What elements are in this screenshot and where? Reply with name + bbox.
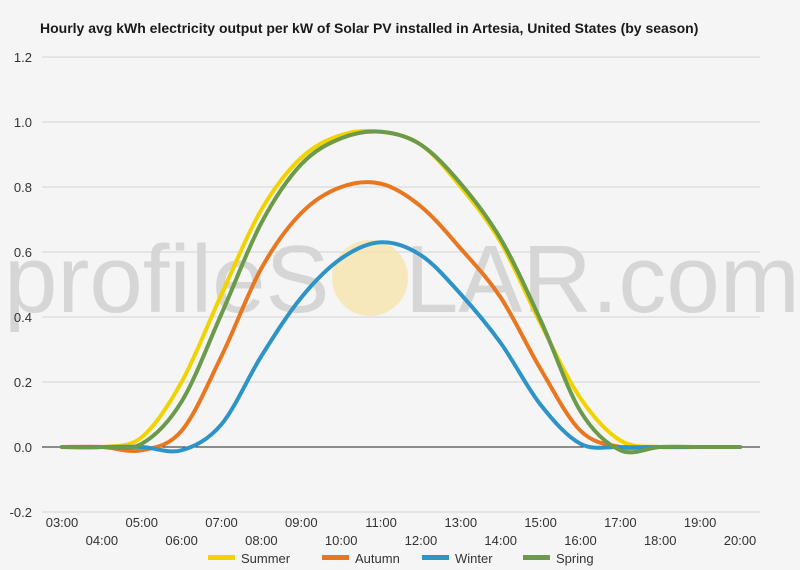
sun-logo-icon (332, 240, 408, 316)
legend-swatch (523, 555, 550, 560)
legend-label: Autumn (355, 551, 400, 566)
x-tick-label: 10:00 (325, 533, 358, 548)
y-tick-label: 0.4 (14, 310, 32, 325)
watermark-text-left: profileS (4, 226, 330, 333)
watermark-text-right: LAR.com (405, 226, 800, 333)
y-tick-label: -0.2 (10, 505, 32, 520)
watermark: profileS LAR.com (4, 226, 800, 333)
x-tick-label: 14:00 (484, 533, 517, 548)
y-tick-label: 0.0 (14, 440, 32, 455)
x-axis: 03:00 04:00 05:00 06:00 07:00 08:00 09:00 10:00… (46, 515, 757, 548)
legend-swatch (208, 555, 235, 560)
legend-item-summer: Summer (208, 551, 291, 566)
x-tick-label: 19:00 (684, 515, 717, 530)
legend-label: Winter (455, 551, 493, 566)
x-tick-label: 12:00 (405, 533, 438, 548)
series-line-winter (60, 240, 742, 454)
series-line-spring (60, 129, 742, 455)
legend: Summer Autumn Winter Spring (208, 551, 594, 566)
x-tick-label: 08:00 (245, 533, 278, 548)
x-tick-label: 16:00 (564, 533, 597, 548)
x-tick-label: 20:00 (724, 533, 757, 548)
x-tick-label: 17:00 (604, 515, 637, 530)
x-tick-label: 09:00 (285, 515, 318, 530)
legend-item-autumn: Autumn (322, 551, 400, 566)
y-tick-label: 0.8 (14, 180, 32, 195)
x-tick-label: 03:00 (46, 515, 79, 530)
x-tick-label: 07:00 (205, 515, 238, 530)
y-tick-label: 0.6 (14, 245, 32, 260)
y-tick-label: 0.2 (14, 375, 32, 390)
legend-item-spring: Spring (523, 551, 594, 566)
y-tick-label: 1.2 (14, 50, 32, 65)
x-tick-label: 06:00 (165, 533, 198, 548)
x-tick-label: 13:00 (445, 515, 478, 530)
legend-label: Spring (556, 551, 594, 566)
chart-title: Hourly avg kWh electricity output per kW… (40, 20, 698, 36)
y-axis: 1.2 1.0 0.8 0.6 0.4 0.2 0.0 -0.2 (10, 50, 32, 520)
x-tick-label: 05:00 (125, 515, 158, 530)
series-lines (60, 128, 742, 455)
x-tick-label: 18:00 (644, 533, 677, 548)
y-tick-label: 1.0 (14, 115, 32, 130)
x-tick-label: 11:00 (365, 515, 397, 530)
legend-swatch (322, 555, 349, 560)
legend-swatch (422, 555, 449, 560)
x-tick-label: 15:00 (524, 515, 557, 530)
x-tick-label: 04:00 (86, 533, 119, 548)
legend-label: Summer (241, 551, 291, 566)
legend-item-winter: Winter (422, 551, 493, 566)
